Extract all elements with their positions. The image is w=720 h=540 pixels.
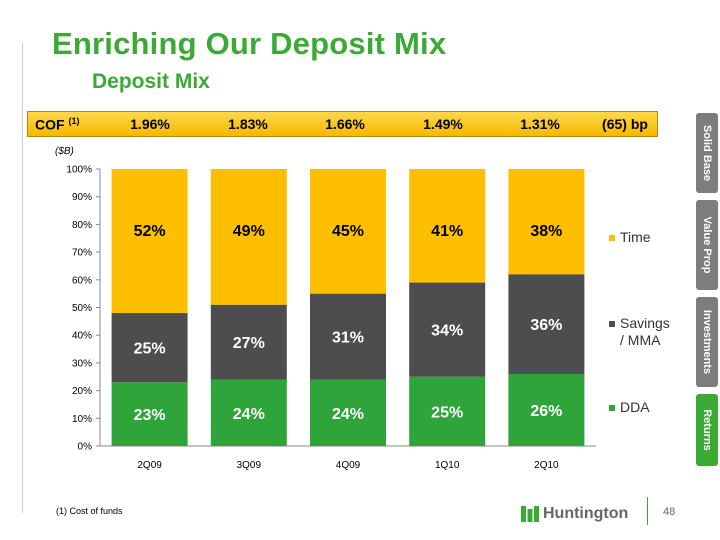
data-label: 25% — [134, 341, 166, 358]
cof-value-2q09: 1.96% — [130, 116, 170, 132]
bar-segment-savings-mma — [111, 313, 188, 383]
legend-swatch — [609, 405, 615, 411]
bar-segment-time — [310, 169, 386, 294]
page-subtitle: Deposit Mix — [92, 70, 210, 93]
page-number: 48 — [663, 506, 676, 518]
data-label: 41% — [431, 223, 463, 240]
data-label: 38% — [530, 223, 562, 240]
huntington-logo: Huntington — [521, 505, 628, 523]
tab-solid-base-label: Solid Base — [701, 124, 713, 182]
data-label: 24% — [233, 406, 265, 423]
cof-footnote-mark: (1) — [68, 116, 80, 126]
y-tick-label: 60% — [72, 275, 92, 286]
cof-value-1q10: 1.49% — [423, 116, 463, 132]
bar-segment-savings-mma — [409, 282, 486, 377]
tab-investments[interactable]: Investments — [696, 297, 718, 387]
y-tick-label: 80% — [72, 220, 92, 231]
bar-segment-time — [409, 169, 486, 283]
data-label: 49% — [233, 223, 265, 240]
legend-swatch — [609, 321, 615, 327]
bar-segment-dda — [409, 376, 486, 446]
y-tick-label: 70% — [72, 248, 92, 259]
tab-solid-base[interactable]: Solid Base — [696, 113, 718, 193]
bar-segment-time — [210, 169, 287, 305]
data-label: 24% — [332, 406, 364, 423]
x-tick-label: 4Q09 — [336, 460, 361, 471]
bar-segment-dda — [210, 379, 287, 446]
legend-label: DDA — [620, 399, 650, 415]
bar-segment-dda — [111, 382, 188, 446]
cof-value-2q10: 1.31% — [520, 116, 560, 132]
cof-value-3q09: 1.83% — [228, 116, 268, 132]
y-tick-label: 10% — [72, 414, 92, 425]
y-tick-label: 90% — [72, 192, 92, 203]
cof-label: COF (1) — [35, 116, 80, 133]
data-label: 26% — [530, 403, 562, 420]
data-label: 23% — [134, 407, 166, 424]
legend-label: Savings — [620, 315, 670, 331]
data-label: 36% — [530, 317, 562, 334]
y-tick-label: 30% — [72, 358, 92, 369]
tab-value-prop[interactable]: Value Prop — [696, 200, 718, 290]
x-tick-label: 1Q10 — [435, 460, 460, 471]
x-tick-label: 3Q09 — [237, 460, 262, 471]
data-label: 45% — [332, 223, 364, 240]
y-tick-label: 100% — [66, 165, 92, 176]
bar-segment-time — [508, 169, 585, 275]
cof-value-4q09: 1.66% — [325, 116, 365, 132]
tab-returns[interactable]: Returns — [696, 394, 718, 466]
footnote: (1) Cost of funds — [56, 506, 123, 516]
bar-segment-savings-mma — [310, 293, 386, 380]
data-label: 25% — [431, 404, 463, 421]
legend-swatch — [609, 235, 615, 241]
page-title: Enriching Our Deposit Mix — [52, 26, 447, 61]
bar-segment-dda — [310, 379, 386, 446]
data-label: 31% — [332, 330, 364, 347]
bar-segment-savings-mma — [210, 304, 287, 380]
huntington-logo-icon — [521, 506, 539, 522]
y-tick-label: 50% — [72, 303, 92, 314]
legend-label: / MMA — [620, 332, 661, 348]
y-tick-label: 20% — [72, 386, 92, 397]
bar-segment-savings-mma — [508, 274, 585, 374]
x-tick-label: 2Q09 — [137, 460, 162, 471]
cof-bar: COF (1) 1.96% 1.83% 1.66% 1.49% 1.31% (6… — [27, 111, 658, 137]
unit-label: ($B) — [55, 146, 74, 157]
tab-value-prop-label: Value Prop — [701, 216, 713, 274]
x-tick-label: 2Q10 — [534, 460, 559, 471]
frame-line — [22, 43, 23, 513]
data-label: 34% — [431, 323, 463, 340]
data-label: 52% — [134, 223, 166, 240]
tab-returns-label: Returns — [701, 409, 713, 451]
logo-text: Huntington — [543, 505, 629, 522]
bar-segment-dda — [508, 373, 585, 446]
logo-divider — [647, 497, 648, 525]
tab-investments-label: Investments — [701, 309, 713, 375]
legend-label: Time — [620, 229, 651, 245]
y-tick-label: 0% — [78, 442, 93, 453]
y-tick-label: 40% — [72, 331, 92, 342]
bar-segment-time — [111, 169, 188, 314]
data-label: 27% — [233, 335, 265, 352]
cof-change: (65) bp — [602, 116, 648, 132]
